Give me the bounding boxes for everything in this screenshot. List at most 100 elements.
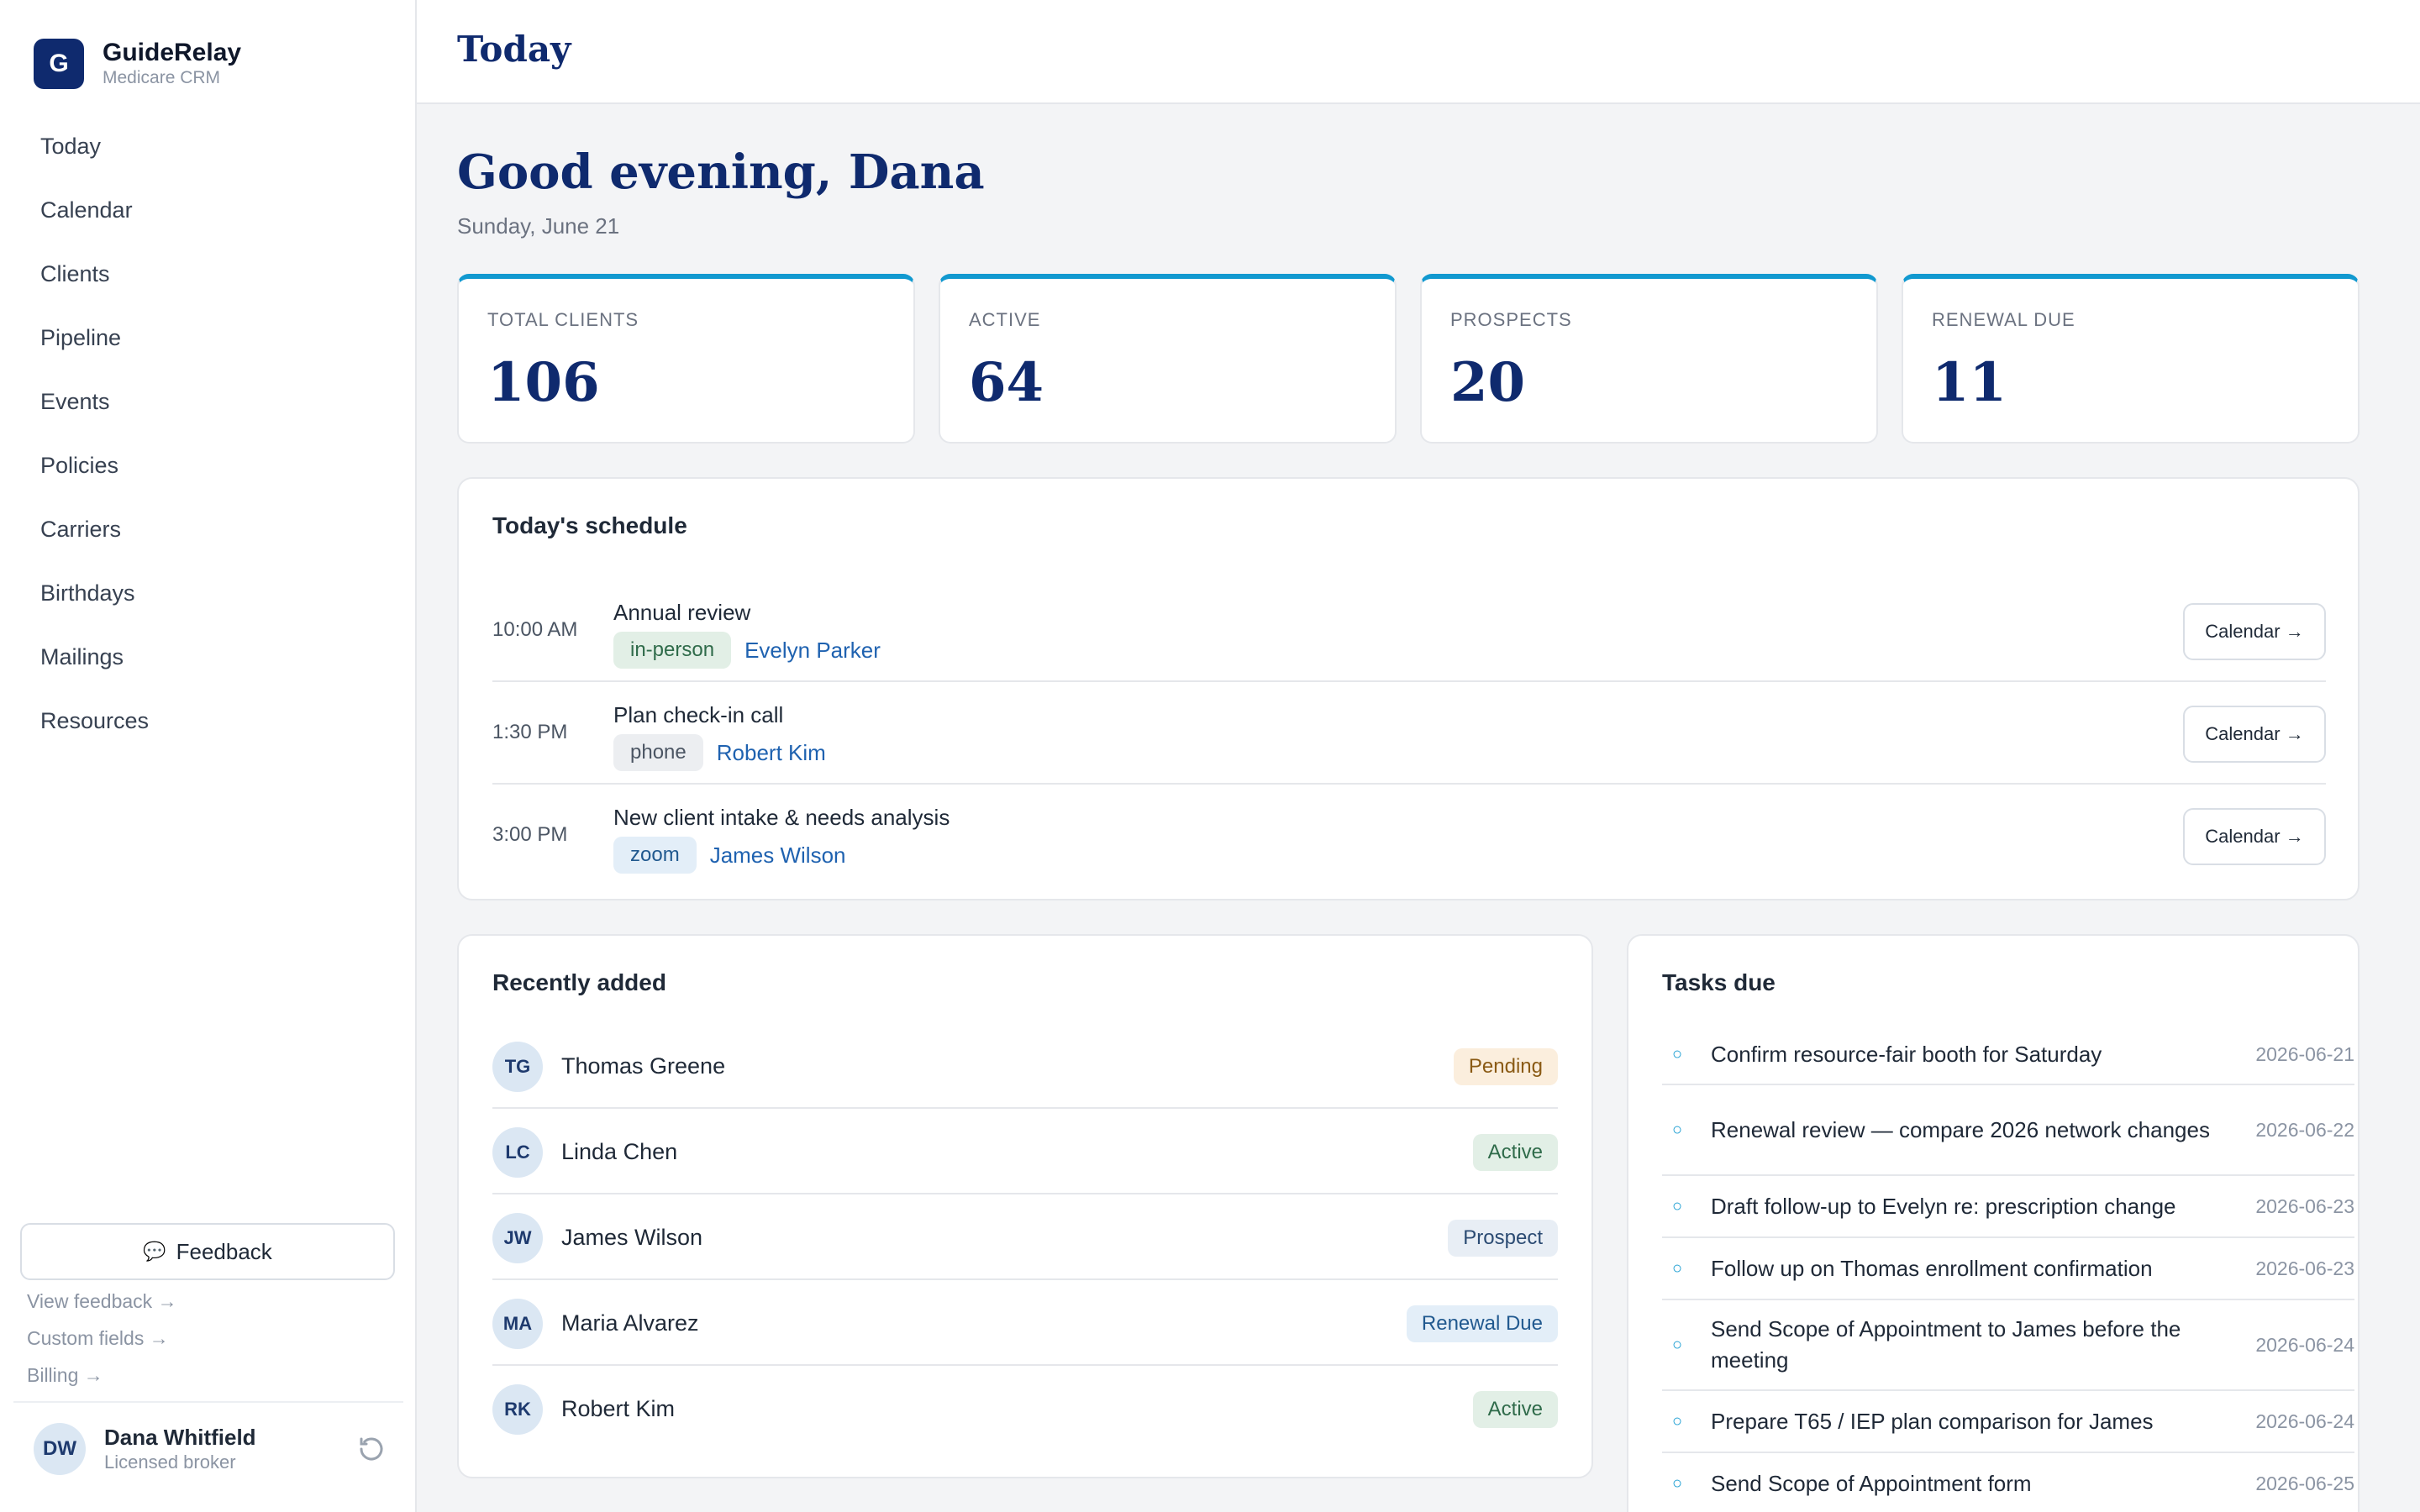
task-due-date: 2026-06-24 [2255, 1333, 2354, 1356]
stat-card-total-clients[interactable]: TOTAL CLIENTS 106 [457, 274, 915, 444]
calendar-button[interactable]: Calendar → [2183, 808, 2326, 865]
stat-value: 11 [1932, 351, 2007, 414]
refresh-icon[interactable] [356, 1434, 387, 1464]
task-text: Renewal review — compare 2026 network ch… [1711, 1116, 2210, 1142]
stat-card-renewal-due[interactable]: RENEWAL DUE 11 [1902, 274, 2360, 444]
client-link[interactable]: Robert Kim [716, 739, 826, 765]
task-text: Send Scope of Appointment to James befor… [1711, 1316, 2181, 1373]
sidebar-item-policies[interactable]: Policies [40, 453, 119, 478]
recently-added-panel: Recently added TG Thomas Greene Pending … [457, 934, 1593, 1478]
sidebar-item-calendar[interactable]: Calendar [40, 197, 133, 223]
user-profile[interactable]: DW Dana Whitfield Licensed broker [34, 1423, 387, 1475]
list-item[interactable]: JW James Wilson Prospect [492, 1194, 1558, 1280]
task-due-date: 2026-06-25 [2255, 1472, 2354, 1494]
avatar: DW [34, 1423, 86, 1475]
avatar: TG [492, 1042, 543, 1092]
top-bar: Today [417, 0, 2420, 104]
task-checkbox-icon[interactable]: ○ [1671, 1258, 1683, 1278]
task-text: Send Scope of Appointment form [1711, 1470, 2032, 1496]
greeting: Good evening, Dana [457, 144, 985, 200]
tasks-panel: Tasks due ○ Confirm resource-fair booth … [1627, 934, 2360, 1512]
stat-label: ACTIVE [969, 309, 1041, 330]
schedule-time: 1:30 PM [492, 721, 568, 743]
schedule-item: 3:00 PM New client intake & needs analys… [492, 785, 2326, 887]
page-title: Today [457, 29, 571, 70]
stat-card-prospects[interactable]: PROSPECTS 20 [1420, 274, 1878, 444]
feedback-button[interactable]: 💬 Feedback [20, 1223, 395, 1280]
status-badge: Active [1472, 1134, 1558, 1171]
sidebar-item-events[interactable]: Events [40, 389, 110, 414]
brand[interactable]: G GuideRelay Medicare CRM [34, 39, 241, 89]
tasks-title: Tasks due [1662, 969, 1776, 995]
meeting-type-chip: phone [613, 734, 703, 771]
task-text: Prepare T65 / IEP plan comparison for Ja… [1711, 1408, 2154, 1434]
feedback-label: Feedback [176, 1238, 272, 1264]
schedule-time: 3:00 PM [492, 823, 568, 846]
recently-added-title: Recently added [492, 969, 666, 995]
user-role: Licensed broker [104, 1452, 236, 1473]
client-name[interactable]: Thomas Greene [561, 1053, 726, 1079]
task-text: Follow up on Thomas enrollment confirmat… [1711, 1255, 2153, 1281]
sidebar: G GuideRelay Medicare CRM Today Calendar… [0, 0, 417, 1512]
schedule-panel: Today's schedule 10:00 AM Annual review … [457, 477, 2360, 900]
task-text: Draft follow-up to Evelyn re: prescripti… [1711, 1193, 2176, 1219]
task-item[interactable]: ○ Follow up on Thomas enrollment confirm… [1662, 1238, 2354, 1300]
list-item[interactable]: MA Maria Alvarez Renewal Due [492, 1280, 1558, 1366]
custom-fields-link[interactable]: Custom fields → [27, 1327, 169, 1349]
stat-value: 64 [969, 351, 1044, 414]
schedule-item: 10:00 AM Annual review in-person Evelyn … [492, 580, 2326, 682]
stat-card-active[interactable]: ACTIVE 64 [939, 274, 1397, 444]
brand-logo: G [34, 39, 84, 89]
stat-label: PROSPECTS [1450, 309, 1572, 330]
task-checkbox-icon[interactable]: ○ [1671, 1196, 1683, 1215]
meeting-type-chip: in-person [613, 632, 732, 669]
billing-link[interactable]: Billing → [27, 1364, 103, 1386]
task-item[interactable]: ○ Prepare T65 / IEP plan comparison for … [1662, 1391, 2354, 1453]
client-name[interactable]: James Wilson [561, 1225, 703, 1250]
client-name[interactable]: Robert Kim [561, 1396, 676, 1421]
list-item[interactable]: LC Linda Chen Active [492, 1109, 1558, 1194]
task-checkbox-icon[interactable]: ○ [1671, 1044, 1683, 1063]
sidebar-item-birthdays[interactable]: Birthdays [40, 580, 135, 606]
status-badge: Active [1472, 1391, 1558, 1428]
sidebar-item-today[interactable]: Today [40, 134, 102, 159]
sidebar-item-clients[interactable]: Clients [40, 261, 110, 286]
stat-label: TOTAL CLIENTS [487, 309, 639, 330]
list-item[interactable]: TG Thomas Greene Pending [492, 1023, 1558, 1109]
client-link[interactable]: James Wilson [709, 842, 846, 868]
task-checkbox-icon[interactable]: ○ [1671, 1335, 1683, 1354]
task-due-date: 2026-06-24 [2255, 1410, 2354, 1432]
schedule-item-title: Annual review [613, 600, 751, 625]
task-item[interactable]: ○ Send Scope of Appointment to James bef… [1662, 1300, 2354, 1391]
calendar-button[interactable]: Calendar → [2183, 603, 2326, 660]
sidebar-item-mailings[interactable]: Mailings [40, 644, 124, 669]
meeting-type-chip: zoom [613, 837, 697, 874]
schedule-item-title: New client intake & needs analysis [613, 805, 950, 830]
task-item[interactable]: ○ Send Scope of Appointment form 2026-06… [1662, 1453, 2354, 1512]
sidebar-item-carriers[interactable]: Carriers [40, 517, 122, 542]
schedule-item-title: Plan check-in call [613, 702, 784, 727]
task-item[interactable]: ○ Draft follow-up to Evelyn re: prescrip… [1662, 1176, 2354, 1238]
task-due-date: 2026-06-23 [2255, 1194, 2354, 1217]
sidebar-nav: Today Calendar Clients Pipeline Events P… [40, 124, 376, 763]
status-badge: Pending [1453, 1048, 1558, 1085]
stat-value: 106 [487, 351, 600, 414]
avatar: RK [492, 1384, 543, 1435]
sidebar-item-pipeline[interactable]: Pipeline [40, 325, 122, 350]
task-item[interactable]: ○ Renewal review — compare 2026 network … [1662, 1085, 2354, 1176]
client-link[interactable]: Evelyn Parker [744, 637, 881, 663]
calendar-button[interactable]: Calendar → [2183, 706, 2326, 763]
schedule-time: 10:00 AM [492, 618, 578, 641]
client-name[interactable]: Linda Chen [561, 1139, 678, 1164]
sidebar-item-resources[interactable]: Resources [40, 708, 150, 733]
task-checkbox-icon[interactable]: ○ [1671, 1120, 1683, 1139]
brand-name: GuideRelay [103, 39, 242, 66]
schedule-title: Today's schedule [492, 512, 687, 538]
user-name: Dana Whitfield [104, 1425, 256, 1450]
task-item[interactable]: ○ Confirm resource-fair booth for Saturd… [1662, 1025, 2354, 1085]
view-feedback-link[interactable]: View feedback → [27, 1290, 177, 1312]
task-checkbox-icon[interactable]: ○ [1671, 1411, 1683, 1431]
task-checkbox-icon[interactable]: ○ [1671, 1473, 1683, 1493]
list-item[interactable]: RK Robert Kim Active [492, 1366, 1558, 1452]
client-name[interactable]: Maria Alvarez [561, 1310, 699, 1336]
